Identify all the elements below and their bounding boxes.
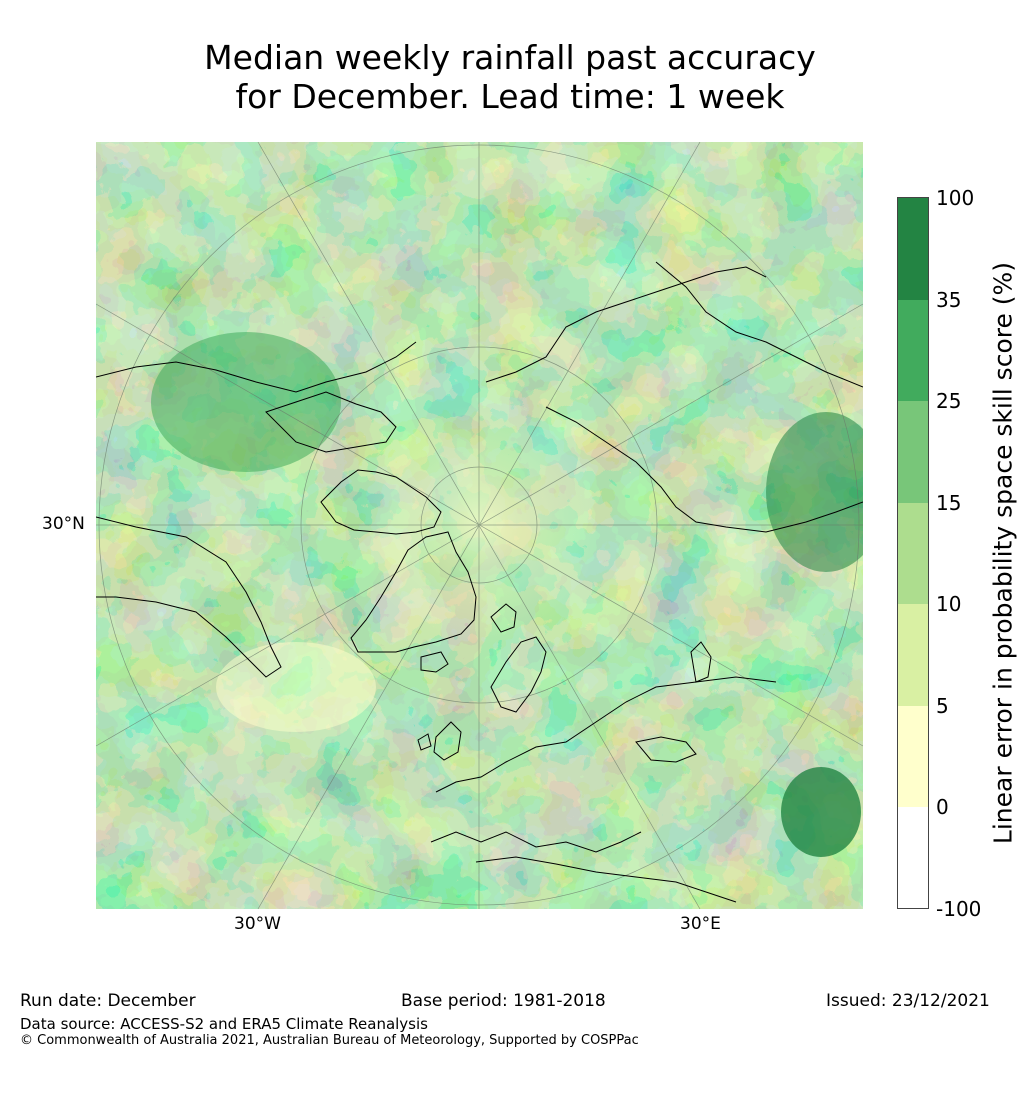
colorbar-tick-0: 0 [936, 795, 949, 819]
coast-black-sea [635, 736, 697, 763]
coast-greenland [350, 531, 477, 653]
low-skill-patch-atlantic [216, 642, 376, 732]
colorbar-tick-10: 10 [936, 592, 962, 616]
colorbar-bin-35-100 [898, 198, 928, 300]
issued-date: Issued: 23/12/2021 [826, 991, 990, 1011]
colorbar-bin-5-10 [898, 604, 928, 706]
colorbar-tick-100: 100 [936, 186, 975, 210]
polar-skill-map [96, 142, 863, 909]
coast-europe [430, 676, 777, 853]
colorbar-tick-5: 5 [936, 694, 949, 718]
map-svg [96, 142, 863, 909]
colorbar-bin-25-35 [898, 300, 928, 401]
high-skill-patch-pacific [766, 412, 863, 572]
colorbar-bin-15-25 [898, 401, 928, 503]
graticule [96, 142, 863, 909]
run-date: Run date: December [20, 991, 196, 1011]
coast-iceland [420, 651, 449, 673]
coast-svalbard [490, 603, 517, 633]
high-skill-patch-greenland-sea [151, 332, 341, 472]
lat-label-30n: 30°N [42, 514, 85, 534]
coast-north-america [96, 341, 417, 678]
coast-alaska [655, 261, 863, 388]
base-period: Base period: 1981-2018 [401, 991, 606, 1011]
data-source: Data source: ACCESS-S2 and ERA5 Climate … [20, 1015, 428, 1033]
coast-caspian [690, 641, 712, 683]
title-line-1: Median weekly rainfall past accuracy [204, 38, 816, 77]
colorbar-bin-10-15 [898, 503, 928, 604]
lon-label-30e: 30°E [680, 914, 721, 934]
coast-siberia [485, 266, 863, 533]
lon-label-30w: 30°W [234, 914, 281, 934]
coast-mediterranean [475, 856, 737, 903]
colorbar-tick-neg100: -100 [936, 897, 982, 921]
colorbar-tick-35: 35 [936, 288, 962, 312]
coast-scandinavia [490, 636, 547, 713]
coastlines [96, 261, 863, 903]
coast-canadian-archipelago [265, 391, 442, 535]
title-line-2: for December. Lead time: 1 week [235, 77, 785, 116]
colorbar-bin-neg100-0 [898, 807, 928, 908]
colorbar-tick-25: 25 [936, 389, 962, 413]
colorbar-axis-label-text: Linear error in probability space skill … [988, 261, 1018, 845]
chart-title: Median weekly rainfall past accuracy for… [0, 38, 1020, 116]
colorbar [897, 197, 929, 909]
coast-british-isles [417, 721, 462, 761]
high-skill-patch-asia [781, 767, 861, 857]
colorbar-bin-0-5 [898, 706, 928, 807]
copyright: © Commonwealth of Australia 2021, Austra… [20, 1033, 639, 1048]
colorbar-tick-15: 15 [936, 491, 962, 515]
